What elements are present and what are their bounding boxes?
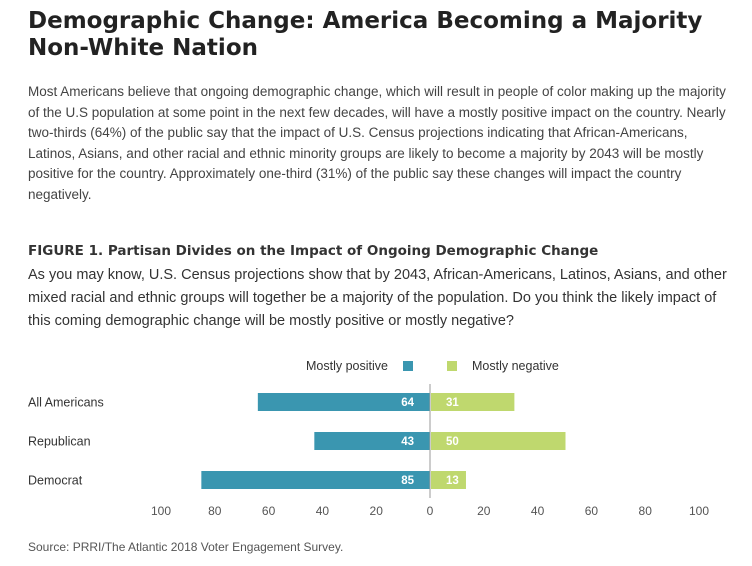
bar-positive-democrat (201, 471, 430, 489)
legend-swatch-mostly-positive (403, 361, 413, 371)
figure-title: FIGURE 1. Partisan Divides on the Impact… (28, 243, 599, 259)
chart-legend: Mostly positive Mostly negative (306, 359, 559, 373)
category-label-all-americans: All Americans (28, 396, 104, 410)
intro-paragraph: Most Americans believe that ongoing demo… (28, 84, 726, 202)
tick-label: 60 (262, 504, 276, 518)
tick-label: 40 (531, 504, 545, 518)
bar-positive-republican (314, 432, 430, 450)
tick-label: 20 (370, 504, 384, 518)
bars: 64 31 43 50 85 13 (201, 384, 566, 498)
bar-label-positive-all-americans: 64 (401, 397, 414, 409)
category-label-democrat: Democrat (28, 474, 83, 488)
tick-label: 20 (477, 504, 491, 518)
category-label-republican: Republican (28, 435, 91, 449)
bar-negative-republican (431, 432, 566, 450)
page-title: Demographic Change: America Becoming a M… (28, 8, 703, 61)
bar-label-negative-democrat: 13 (446, 475, 459, 487)
bar-negative-all-americans (431, 393, 515, 411)
bar-positive-all-americans (257, 393, 430, 411)
tick-label: 40 (316, 504, 330, 518)
tick-label: 0 (427, 504, 434, 518)
legend-label-mostly-positive: Mostly positive (306, 359, 388, 373)
legend-swatch-mostly-negative (447, 361, 457, 371)
diverging-bar-chart: Mostly positive Mostly negative All Ameri… (28, 359, 709, 518)
bar-label-positive-democrat: 85 (401, 475, 414, 487)
legend-label-mostly-negative: Mostly negative (472, 359, 559, 373)
figure-question: As you may know, U.S. Census projections… (28, 267, 727, 329)
x-axis: 100 80 60 40 20 0 20 40 60 80 100 (151, 504, 709, 518)
tick-label: 100 (689, 504, 709, 518)
tick-label: 80 (208, 504, 222, 518)
tick-label: 80 (639, 504, 653, 518)
bar-label-negative-all-americans: 31 (446, 397, 459, 409)
bar-label-positive-republican: 43 (401, 436, 414, 448)
tick-label: 100 (151, 504, 171, 518)
bar-negative-democrat (431, 471, 466, 489)
source-note: Source: PRRI/The Atlantic 2018 Voter Eng… (28, 540, 344, 554)
category-labels: All Americans Republican Democrat (28, 396, 104, 488)
tick-label: 60 (585, 504, 599, 518)
bar-label-negative-republican: 50 (446, 436, 459, 448)
